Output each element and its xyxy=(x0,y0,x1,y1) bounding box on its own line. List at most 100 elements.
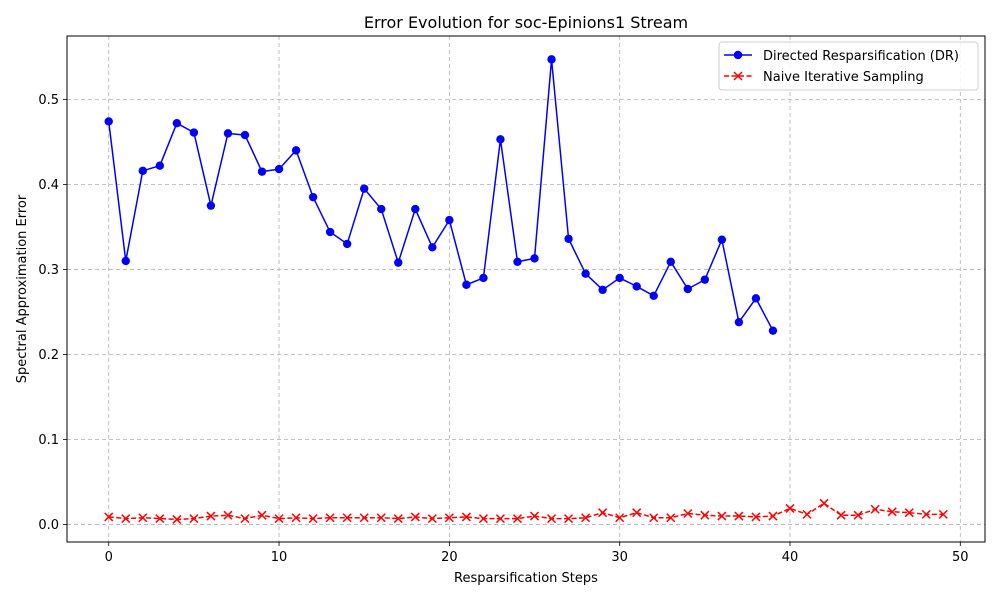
data-point xyxy=(377,204,386,214)
legend-label-naive: Naive Iterative Sampling xyxy=(763,70,924,85)
data-point xyxy=(257,167,267,176)
data-point xyxy=(308,192,318,202)
data-point xyxy=(649,513,659,523)
data-point xyxy=(564,234,573,244)
grid xyxy=(67,36,985,542)
data-point xyxy=(632,508,642,518)
data-point xyxy=(513,257,522,266)
data-point xyxy=(512,514,523,524)
data-point xyxy=(376,513,386,523)
data-point xyxy=(768,326,778,335)
data-point xyxy=(479,273,488,283)
legend: Directed Resparsification (DR) Naive Ite… xyxy=(718,41,979,91)
y-tick-label: 0.3 xyxy=(38,263,59,278)
data-point xyxy=(172,118,182,128)
data-point xyxy=(394,258,403,267)
data-point xyxy=(904,508,914,518)
data-point xyxy=(444,513,454,523)
data-point xyxy=(274,514,284,524)
data-point xyxy=(581,513,591,523)
data-point xyxy=(666,513,676,523)
data-point xyxy=(853,510,863,520)
data-point xyxy=(240,514,250,524)
legend-marker-dr xyxy=(733,50,743,60)
data-point xyxy=(138,166,147,175)
y-tick-label: 0.1 xyxy=(38,433,59,448)
data-point xyxy=(836,510,846,520)
data-point xyxy=(938,509,948,519)
data-point xyxy=(325,513,335,523)
data-point xyxy=(462,280,471,289)
data-point xyxy=(104,117,113,126)
data-point xyxy=(785,503,795,513)
data-point xyxy=(478,514,488,524)
data-point xyxy=(529,511,540,521)
chart-title: Error Evolution for soc-Epinions1 Stream xyxy=(364,13,688,32)
x-tick-label: 10 xyxy=(271,550,288,565)
data-point xyxy=(274,164,284,174)
x-tick-label: 20 xyxy=(441,550,458,565)
data-point xyxy=(291,513,301,523)
legend-label-dr: Directed Resparsification (DR) xyxy=(763,49,959,64)
data-point xyxy=(768,511,778,521)
y-tick-label: 0.4 xyxy=(38,178,59,193)
data-point xyxy=(530,254,539,263)
data-point xyxy=(359,513,369,523)
x-tick-label: 50 xyxy=(952,550,969,565)
data-point xyxy=(461,512,471,522)
data-point xyxy=(683,284,692,294)
axis-ticks: 0 10 20 30 40 50 0.0 0.1 0.2 0.3 0.4 0.5 xyxy=(38,93,968,565)
data-point xyxy=(428,243,437,252)
data-point xyxy=(342,239,352,249)
data-point xyxy=(683,508,693,519)
data-point xyxy=(206,201,216,210)
data-point xyxy=(427,514,437,524)
data-point xyxy=(734,317,744,327)
series-line xyxy=(108,502,944,521)
data-point xyxy=(360,184,369,193)
series-0 xyxy=(104,55,778,335)
data-point xyxy=(819,498,829,508)
data-point xyxy=(325,227,335,237)
data-point xyxy=(411,204,420,214)
data-point xyxy=(393,514,403,524)
data-point xyxy=(802,509,812,519)
y-tick-label: 0.0 xyxy=(38,518,59,533)
data-point xyxy=(887,507,897,517)
data-point xyxy=(581,269,590,278)
legend-marker-naive xyxy=(733,71,743,81)
data-point xyxy=(615,273,624,283)
legend-box xyxy=(718,41,979,91)
data-point xyxy=(751,294,761,303)
data-point xyxy=(921,509,931,519)
data-point xyxy=(496,135,505,144)
data-point xyxy=(410,512,420,522)
data-point xyxy=(547,514,557,524)
data-point xyxy=(445,215,454,225)
data-point xyxy=(751,512,761,522)
data-point xyxy=(206,511,216,521)
data-point xyxy=(734,511,744,521)
data-point xyxy=(615,513,625,523)
data-point xyxy=(155,161,165,170)
data-point xyxy=(121,514,131,524)
series-layer xyxy=(104,55,948,524)
x-tick-label: 40 xyxy=(782,550,799,565)
series-line xyxy=(107,58,774,332)
data-point xyxy=(121,256,130,266)
data-point xyxy=(240,130,250,140)
y-tick-label: 0.5 xyxy=(38,93,59,108)
data-point xyxy=(104,512,114,522)
data-point xyxy=(547,55,556,64)
data-point xyxy=(172,514,182,524)
data-point xyxy=(223,129,233,138)
data-point xyxy=(649,291,658,301)
data-point xyxy=(598,285,607,295)
x-tick-label: 0 xyxy=(105,550,113,565)
x-axis-label: Resparsification Steps xyxy=(454,571,598,586)
series-1 xyxy=(104,498,948,524)
data-point xyxy=(189,128,199,137)
y-tick-label: 0.2 xyxy=(38,348,59,363)
data-point xyxy=(223,510,233,520)
